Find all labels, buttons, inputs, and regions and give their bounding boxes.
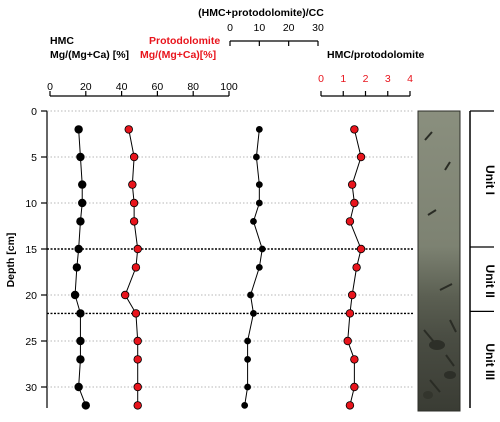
data-point <box>244 355 252 363</box>
unit-label: Unit I <box>483 165 497 195</box>
hmc-label-line2: Mg/(Mg+Ca) [%] <box>50 49 129 61</box>
data-point <box>133 355 142 364</box>
data-point <box>76 309 85 318</box>
data-point <box>72 263 82 272</box>
data-point <box>81 401 90 410</box>
data-point <box>343 336 352 346</box>
data-point <box>352 263 361 272</box>
data-point <box>74 125 83 134</box>
mg-axis-tick-label: 40 <box>116 81 128 93</box>
unit-label: Unit III <box>483 343 497 380</box>
unit-marks: Unit I Unit II Unit III <box>470 110 497 380</box>
unit-boundary-lines <box>47 248 460 315</box>
mg-axis: 0 20 40 60 80 100 <box>47 81 238 97</box>
protodolomite-label-line2: Mg/(Mg+Ca)[%] <box>140 49 216 61</box>
depth-tick-label: 10 <box>25 198 37 210</box>
cc-axis-tick-label: 20 <box>283 22 295 34</box>
ratio-axis: 0 1 2 3 4 <box>318 73 413 97</box>
data-point <box>347 180 357 189</box>
data-point <box>244 383 252 391</box>
data-point <box>133 401 142 410</box>
data-point <box>345 401 355 410</box>
data-point <box>356 152 366 162</box>
mg-axis-tick-label: 60 <box>152 81 164 93</box>
data-point <box>74 244 83 254</box>
depth-tick-label: 20 <box>25 290 37 302</box>
data-point <box>74 382 83 392</box>
ratio-axis-tick-label: 4 <box>407 73 413 85</box>
data-point <box>247 291 254 299</box>
data-point <box>124 125 133 134</box>
depth-axis: 0 5 10 15 20 25 30 <box>25 106 48 408</box>
data-point <box>350 125 359 134</box>
data-point <box>350 355 359 364</box>
data-point <box>70 290 80 300</box>
data-point <box>76 355 85 364</box>
data-point <box>258 245 266 253</box>
title-cc-ratio: (HMC+protodolomite)/CC <box>198 7 324 19</box>
depth-tick-label: 15 <box>25 244 37 256</box>
cc-axis-tick-label: 10 <box>253 22 265 34</box>
unit-label: Unit II <box>483 265 497 298</box>
data-point <box>120 290 130 300</box>
hmc-label-line1: HMC <box>50 35 74 47</box>
data-point <box>350 382 359 392</box>
data-point <box>129 217 139 226</box>
data-point <box>133 382 142 392</box>
data-point <box>345 217 355 226</box>
ratio-axis-tick-label: 2 <box>363 73 369 85</box>
mg-axis-tick-label: 80 <box>187 81 199 93</box>
mg-axis-tick-label: 20 <box>80 81 92 93</box>
data-point <box>345 309 355 318</box>
ratio-axis-title: HMC/protodolomite <box>327 49 425 61</box>
data-point <box>347 290 357 300</box>
data-point <box>356 244 366 254</box>
data-point <box>78 180 87 189</box>
data-point <box>129 198 139 208</box>
data-point <box>255 181 263 189</box>
data-point <box>252 153 260 161</box>
ratio-axis-tick-label: 3 <box>385 73 391 85</box>
depth-tick-label: 0 <box>31 106 37 118</box>
data-point <box>250 217 257 225</box>
depth-tick-label: 25 <box>25 336 37 348</box>
data-point <box>76 152 85 162</box>
data-point <box>133 336 142 346</box>
mg-axis-tick-label: 0 <box>47 81 53 93</box>
data-point <box>241 401 249 409</box>
data-point <box>76 217 85 226</box>
data-point <box>255 263 263 271</box>
data-point <box>129 152 139 162</box>
ratio-axis-tick-label: 1 <box>340 73 346 85</box>
depth-tick-label: 5 <box>31 152 37 164</box>
data-point <box>76 336 85 346</box>
data-point <box>131 263 141 272</box>
ratio-axis-tick-label: 0 <box>318 73 324 85</box>
data-point <box>250 309 257 317</box>
core-photo <box>417 110 461 412</box>
mg-axis-tick-label: 100 <box>220 81 238 93</box>
cc-axis-tick-label: 0 <box>227 22 233 34</box>
data-point <box>78 198 87 208</box>
data-point <box>244 337 252 345</box>
data-point <box>133 244 142 254</box>
cc-axis-tick-label: 30 <box>312 22 324 34</box>
depth-tick-label: 30 <box>25 382 37 394</box>
series-layer <box>70 125 366 410</box>
data-point <box>255 199 263 207</box>
data-point <box>128 180 137 189</box>
protodolomite-label-line1: Protodolomite <box>149 35 220 47</box>
data-point <box>255 125 263 133</box>
depth-axis-title: Depth [cm] <box>5 233 17 288</box>
data-point <box>131 309 141 318</box>
data-point <box>350 198 359 208</box>
cc-axis: 0 10 20 30 <box>227 22 324 46</box>
